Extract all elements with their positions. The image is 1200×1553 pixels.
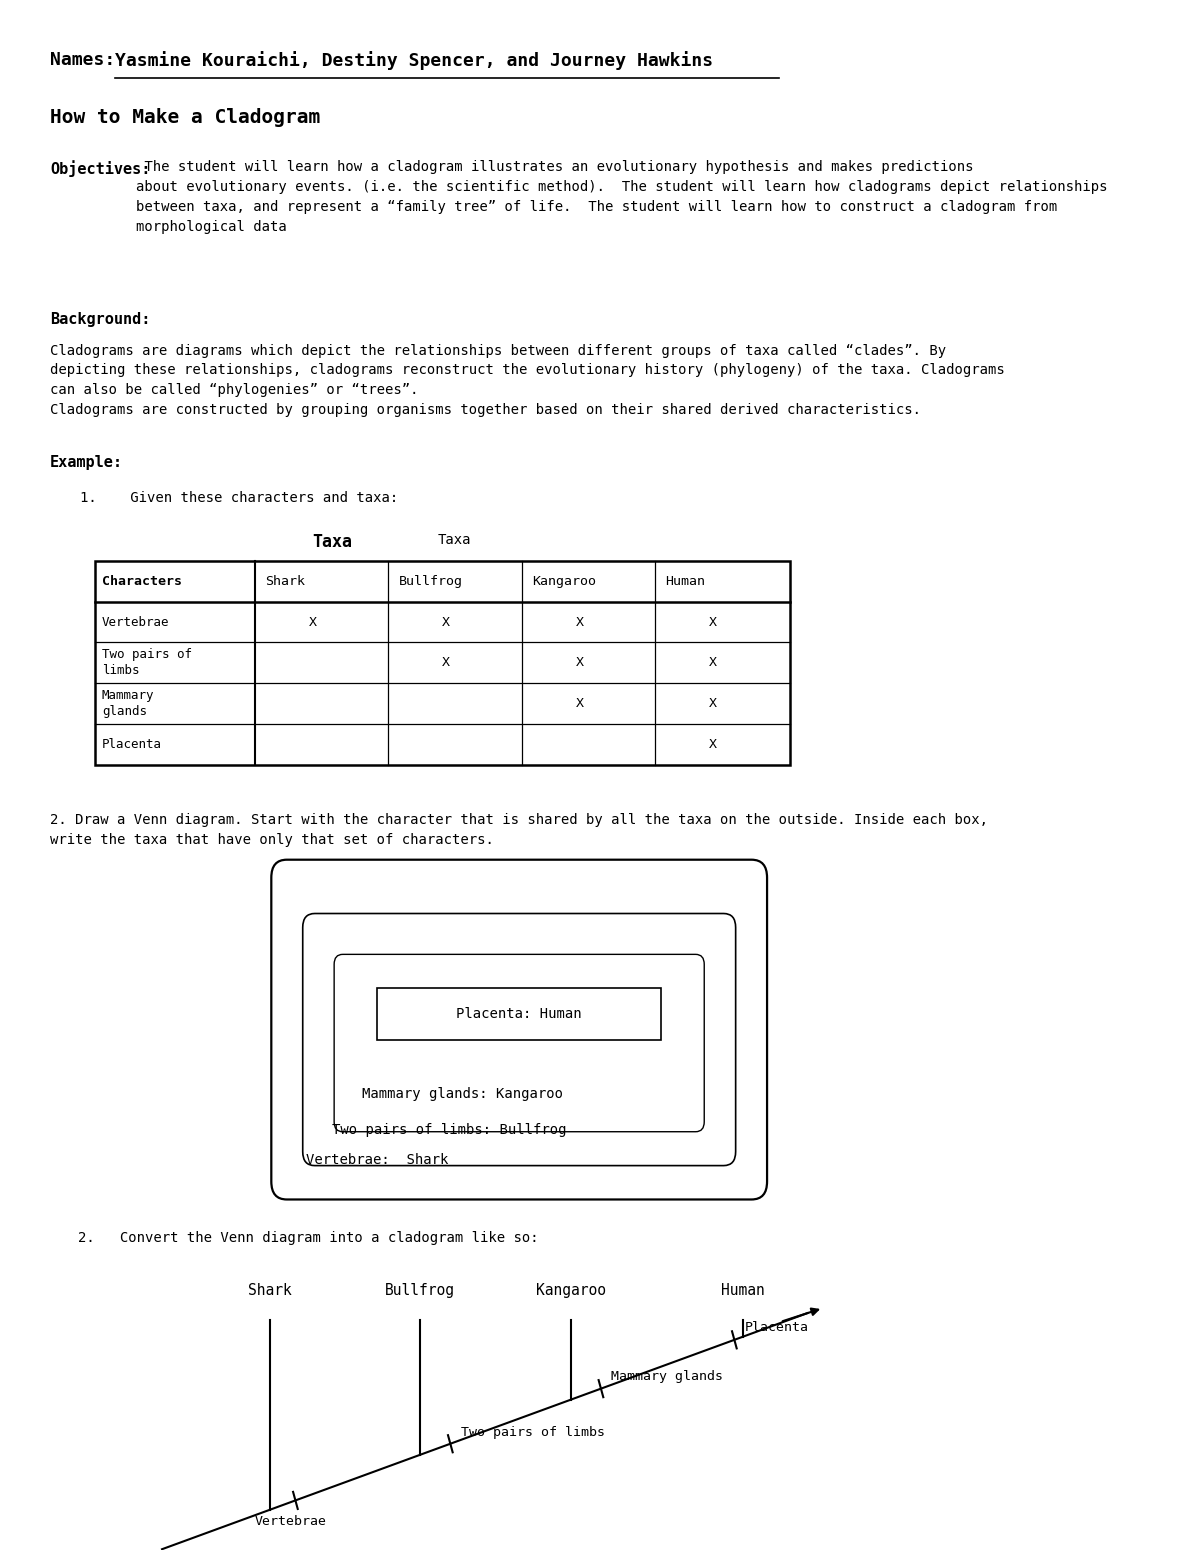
Bar [95,561,791,766]
Text: Objectives:: Objectives: [50,160,150,177]
Text: X: X [576,697,583,710]
Text: Placenta: Placenta [102,738,162,752]
Text: Kangaroo: Kangaroo [532,575,596,587]
Text: Yasmine Kouraichi, Destiny Spencer, and Journey Hawkins: Yasmine Kouraichi, Destiny Spencer, and … [115,51,713,70]
Text: Two pairs of limbs: Bullfrog: Two pairs of limbs: Bullfrog [332,1123,566,1137]
Text: X: X [709,615,716,629]
Text: Cladograms are diagrams which depict the relationships between different groups : Cladograms are diagrams which depict the… [50,343,1004,396]
Text: Placenta: Placenta [745,1322,809,1334]
Text: Human: Human [666,575,706,587]
Text: X: X [442,657,450,669]
Text: X: X [709,738,716,752]
Text: Human: Human [721,1283,764,1298]
Text: Cladograms are constructed by grouping organisms together based on their shared : Cladograms are constructed by grouping o… [50,404,922,418]
Text: Vertebrae: Vertebrae [102,615,169,629]
Text: Bullfrog: Bullfrog [385,1283,455,1298]
Text: 2.   Convert the Venn diagram into a cladogram like so:: 2. Convert the Venn diagram into a clado… [78,1232,539,1246]
Text: Mammary glands: Mammary glands [611,1370,724,1382]
Text: Kangaroo: Kangaroo [536,1283,606,1298]
Text: Taxa: Taxa [313,533,353,551]
Text: 1.    Given these characters and taxa:: 1. Given these characters and taxa: [80,491,398,505]
Text: X: X [576,615,583,629]
Text: How to Make a Cladogram: How to Make a Cladogram [50,109,320,127]
Text: Two pairs of
limbs: Two pairs of limbs [102,649,192,677]
Text: Vertebrae: Vertebrae [256,1516,328,1528]
Text: X: X [709,697,716,710]
Text: Characters: Characters [102,575,181,587]
Text: Taxa: Taxa [438,533,470,547]
Text: X: X [709,657,716,669]
Text: Shark: Shark [247,1283,292,1298]
Text: X: X [442,615,450,629]
Text: Mammary glands: Kangaroo: Mammary glands: Kangaroo [361,1087,563,1101]
Text: Background:: Background: [50,312,150,326]
Text: Example:: Example: [50,455,124,471]
Text: Shark: Shark [265,575,305,587]
Text: Bullfrog: Bullfrog [398,575,463,587]
Text: Names:: Names: [50,51,126,68]
Text: Placenta: Human: Placenta: Human [456,1008,582,1022]
Text: X: X [576,657,583,669]
Text: Vertebrae:  Shark: Vertebrae: Shark [306,1152,448,1166]
Text: X: X [308,615,317,629]
Bar [377,988,661,1041]
Text: The student will learn how a cladogram illustrates an evolutionary hypothesis an: The student will learn how a cladogram i… [136,160,1108,235]
Text: Mammary
glands: Mammary glands [102,690,155,717]
Text: 2. Draw a Venn diagram. Start with the character that is shared by all the taxa : 2. Draw a Venn diagram. Start with the c… [50,812,988,846]
Text: Two pairs of limbs: Two pairs of limbs [461,1426,605,1438]
